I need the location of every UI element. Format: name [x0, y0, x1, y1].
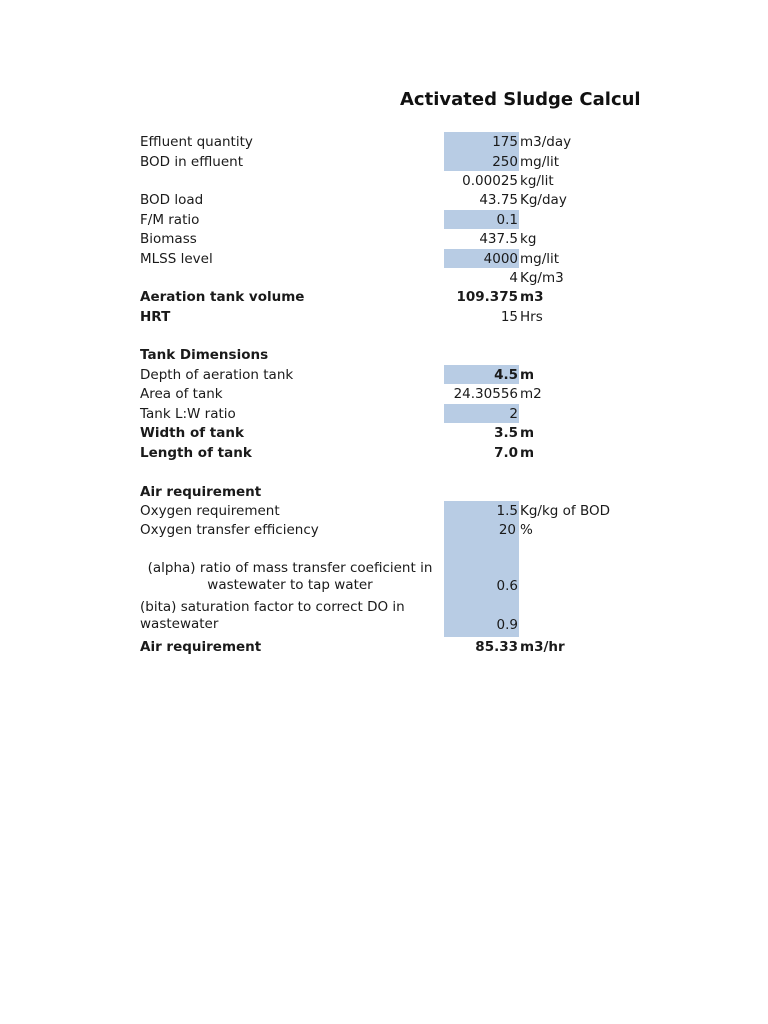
row-length: Length of tank 7.0 m: [140, 443, 660, 463]
row-aeration-tank-volume: Aeration tank volume 109.375 m3: [140, 287, 660, 307]
input-cell[interactable]: 4.5: [444, 364, 519, 384]
value-cell[interactable]: 15: [500, 308, 518, 325]
row-spacer: [140, 539, 660, 559]
input-cell[interactable]: 1.5: [444, 500, 519, 520]
unit: m: [520, 444, 535, 461]
label: F/M ratio: [140, 211, 200, 228]
label: Air requirement: [140, 639, 262, 655]
unit: kg/lit: [520, 173, 554, 189]
label: MLSS level: [140, 250, 213, 267]
row-air-requirement-result: Air requirement 85.33 m3/hr: [140, 637, 660, 657]
input-cell[interactable]: 20: [444, 520, 519, 540]
row-bod-load: BOD load 43.75 Kg/day: [140, 190, 660, 210]
input-cell[interactable]: 0.1: [444, 209, 519, 229]
label: Area of tank: [140, 386, 223, 402]
unit: m3/hr: [520, 639, 565, 655]
value-cell[interactable]: 3.5: [494, 425, 518, 441]
row-effluent-quantity: Effluent quantity 175 m3/day: [140, 132, 660, 152]
section-heading-tank-dimensions: Tank Dimensions: [140, 345, 660, 365]
label: Oxygen transfer efficiency: [140, 522, 319, 538]
value-cell[interactable]: 109.375: [456, 289, 519, 305]
unit: Hrs: [520, 308, 543, 325]
row-width: Width of tank 3.5 m: [140, 423, 660, 443]
label: Depth of aeration tank: [140, 366, 294, 383]
section-heading-air-requirement: Air requirement: [140, 482, 660, 502]
unit: Kg/day: [520, 192, 567, 208]
unit: %: [520, 522, 533, 538]
input-cell[interactable]: 250: [444, 151, 519, 171]
label: Biomass: [140, 231, 197, 247]
unit: Kg/kg of BOD: [520, 502, 610, 519]
input-cell[interactable]: 0.6: [444, 559, 519, 598]
unit: m3: [520, 289, 544, 305]
value-cell[interactable]: 4: [509, 270, 518, 286]
unit: m: [520, 366, 535, 383]
heading: Air requirement: [140, 483, 262, 500]
value-cell[interactable]: 0.00025: [462, 173, 518, 189]
label: HRT: [140, 308, 171, 325]
row-mlss-level: MLSS level 4000 mg/lit: [140, 248, 660, 268]
row-lw-ratio: Tank L:W ratio 2: [140, 403, 660, 423]
value-cell[interactable]: 437.5: [479, 231, 518, 247]
label: Tank L:W ratio: [140, 405, 236, 422]
input-cell[interactable]: 2: [444, 403, 519, 423]
label: BOD in effluent: [140, 153, 244, 170]
row-mlss-kg-m3: 4 Kg/m3: [140, 268, 660, 288]
row-oxygen-transfer-efficiency: Oxygen transfer efficiency 20 %: [140, 520, 660, 540]
value-cell[interactable]: 7.0: [494, 444, 518, 461]
label: (bita) saturation factor to correct DO i…: [140, 599, 405, 632]
row-hrt: HRT 15 Hrs: [140, 307, 660, 327]
sheet-title: Activated Sludge Calcul: [400, 89, 641, 110]
unit: m2: [520, 386, 542, 402]
unit: m3/day: [520, 134, 572, 150]
unit: m: [520, 425, 535, 441]
row-oxygen-requirement: Oxygen requirement 1.5 Kg/kg of BOD: [140, 500, 660, 520]
input-cell[interactable]: 0.9: [444, 598, 519, 637]
row-area: Area of tank 24.30556 m2: [140, 384, 660, 404]
heading: Tank Dimensions: [140, 347, 269, 363]
unit: kg: [520, 231, 537, 247]
value-cell[interactable]: 24.30556: [453, 386, 518, 402]
label: Oxygen requirement: [140, 502, 280, 519]
row-bod-in-effluent: BOD in effluent 250 mg/lit: [140, 151, 660, 171]
row-beta: (bita) saturation factor to correct DO i…: [140, 598, 660, 637]
label: BOD load: [140, 192, 204, 208]
input-cell[interactable]: 175: [444, 132, 519, 152]
unit: Kg/m3: [520, 270, 564, 286]
label: Aeration tank volume: [140, 289, 305, 305]
unit: mg/lit: [520, 153, 560, 170]
row-bod-kg-lit: 0.00025 kg/lit: [140, 171, 660, 191]
label: Width of tank: [140, 425, 244, 441]
input-cell-blank[interactable]: [444, 539, 519, 559]
input-cell[interactable]: 4000: [444, 248, 519, 268]
label: Effluent quantity: [140, 134, 253, 150]
label: (alpha) ratio of mass transfer coeficien…: [147, 560, 433, 593]
row-fm-ratio: F/M ratio 0.1: [140, 209, 660, 229]
row-biomass: Biomass 437.5 kg: [140, 229, 660, 249]
value-cell[interactable]: 85.33: [475, 639, 518, 655]
label: Length of tank: [140, 444, 252, 461]
unit: mg/lit: [520, 250, 560, 267]
row-depth: Depth of aeration tank 4.5 m: [140, 364, 660, 384]
row-alpha: (alpha) ratio of mass transfer coeficien…: [140, 559, 660, 598]
value-cell[interactable]: 43.75: [479, 192, 518, 208]
